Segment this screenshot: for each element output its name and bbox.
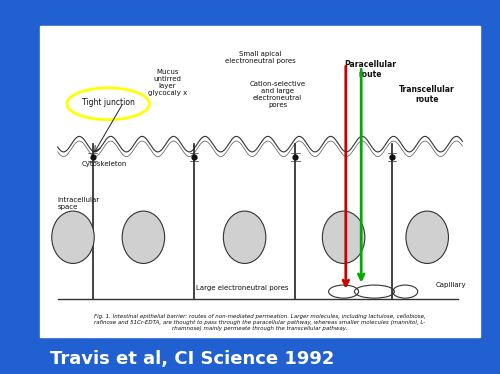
Ellipse shape [224,211,266,263]
Text: Mucus
untirred
layer
glycocaly x: Mucus untirred layer glycocaly x [148,68,187,95]
Text: Small apical
electroneutral pores: Small apical electroneutral pores [224,51,296,64]
FancyBboxPatch shape [40,26,480,337]
Text: Tight junction: Tight junction [82,98,134,107]
Text: Cytoskeleton: Cytoskeleton [82,161,127,167]
Text: Capillary: Capillary [436,282,466,288]
Text: Transcellular
route: Transcellular route [400,85,455,104]
Text: Large electroneutral pores: Large electroneutral pores [196,285,288,291]
Text: Fig. 1. Intestinal epithelial barrier: routes of non-mediated permeation. Larger: Fig. 1. Intestinal epithelial barrier: r… [94,314,426,331]
Ellipse shape [406,211,448,263]
Ellipse shape [122,211,164,263]
Text: Paracellular
route: Paracellular route [344,60,396,79]
Text: Travis et al, CI Science 1992: Travis et al, CI Science 1992 [50,350,335,368]
Text: Cation-selective
and large
electroneutral
pores: Cation-selective and large electroneutra… [250,81,306,108]
Text: Intracellular
space: Intracellular space [58,197,100,209]
Ellipse shape [52,211,94,263]
Ellipse shape [322,211,365,263]
